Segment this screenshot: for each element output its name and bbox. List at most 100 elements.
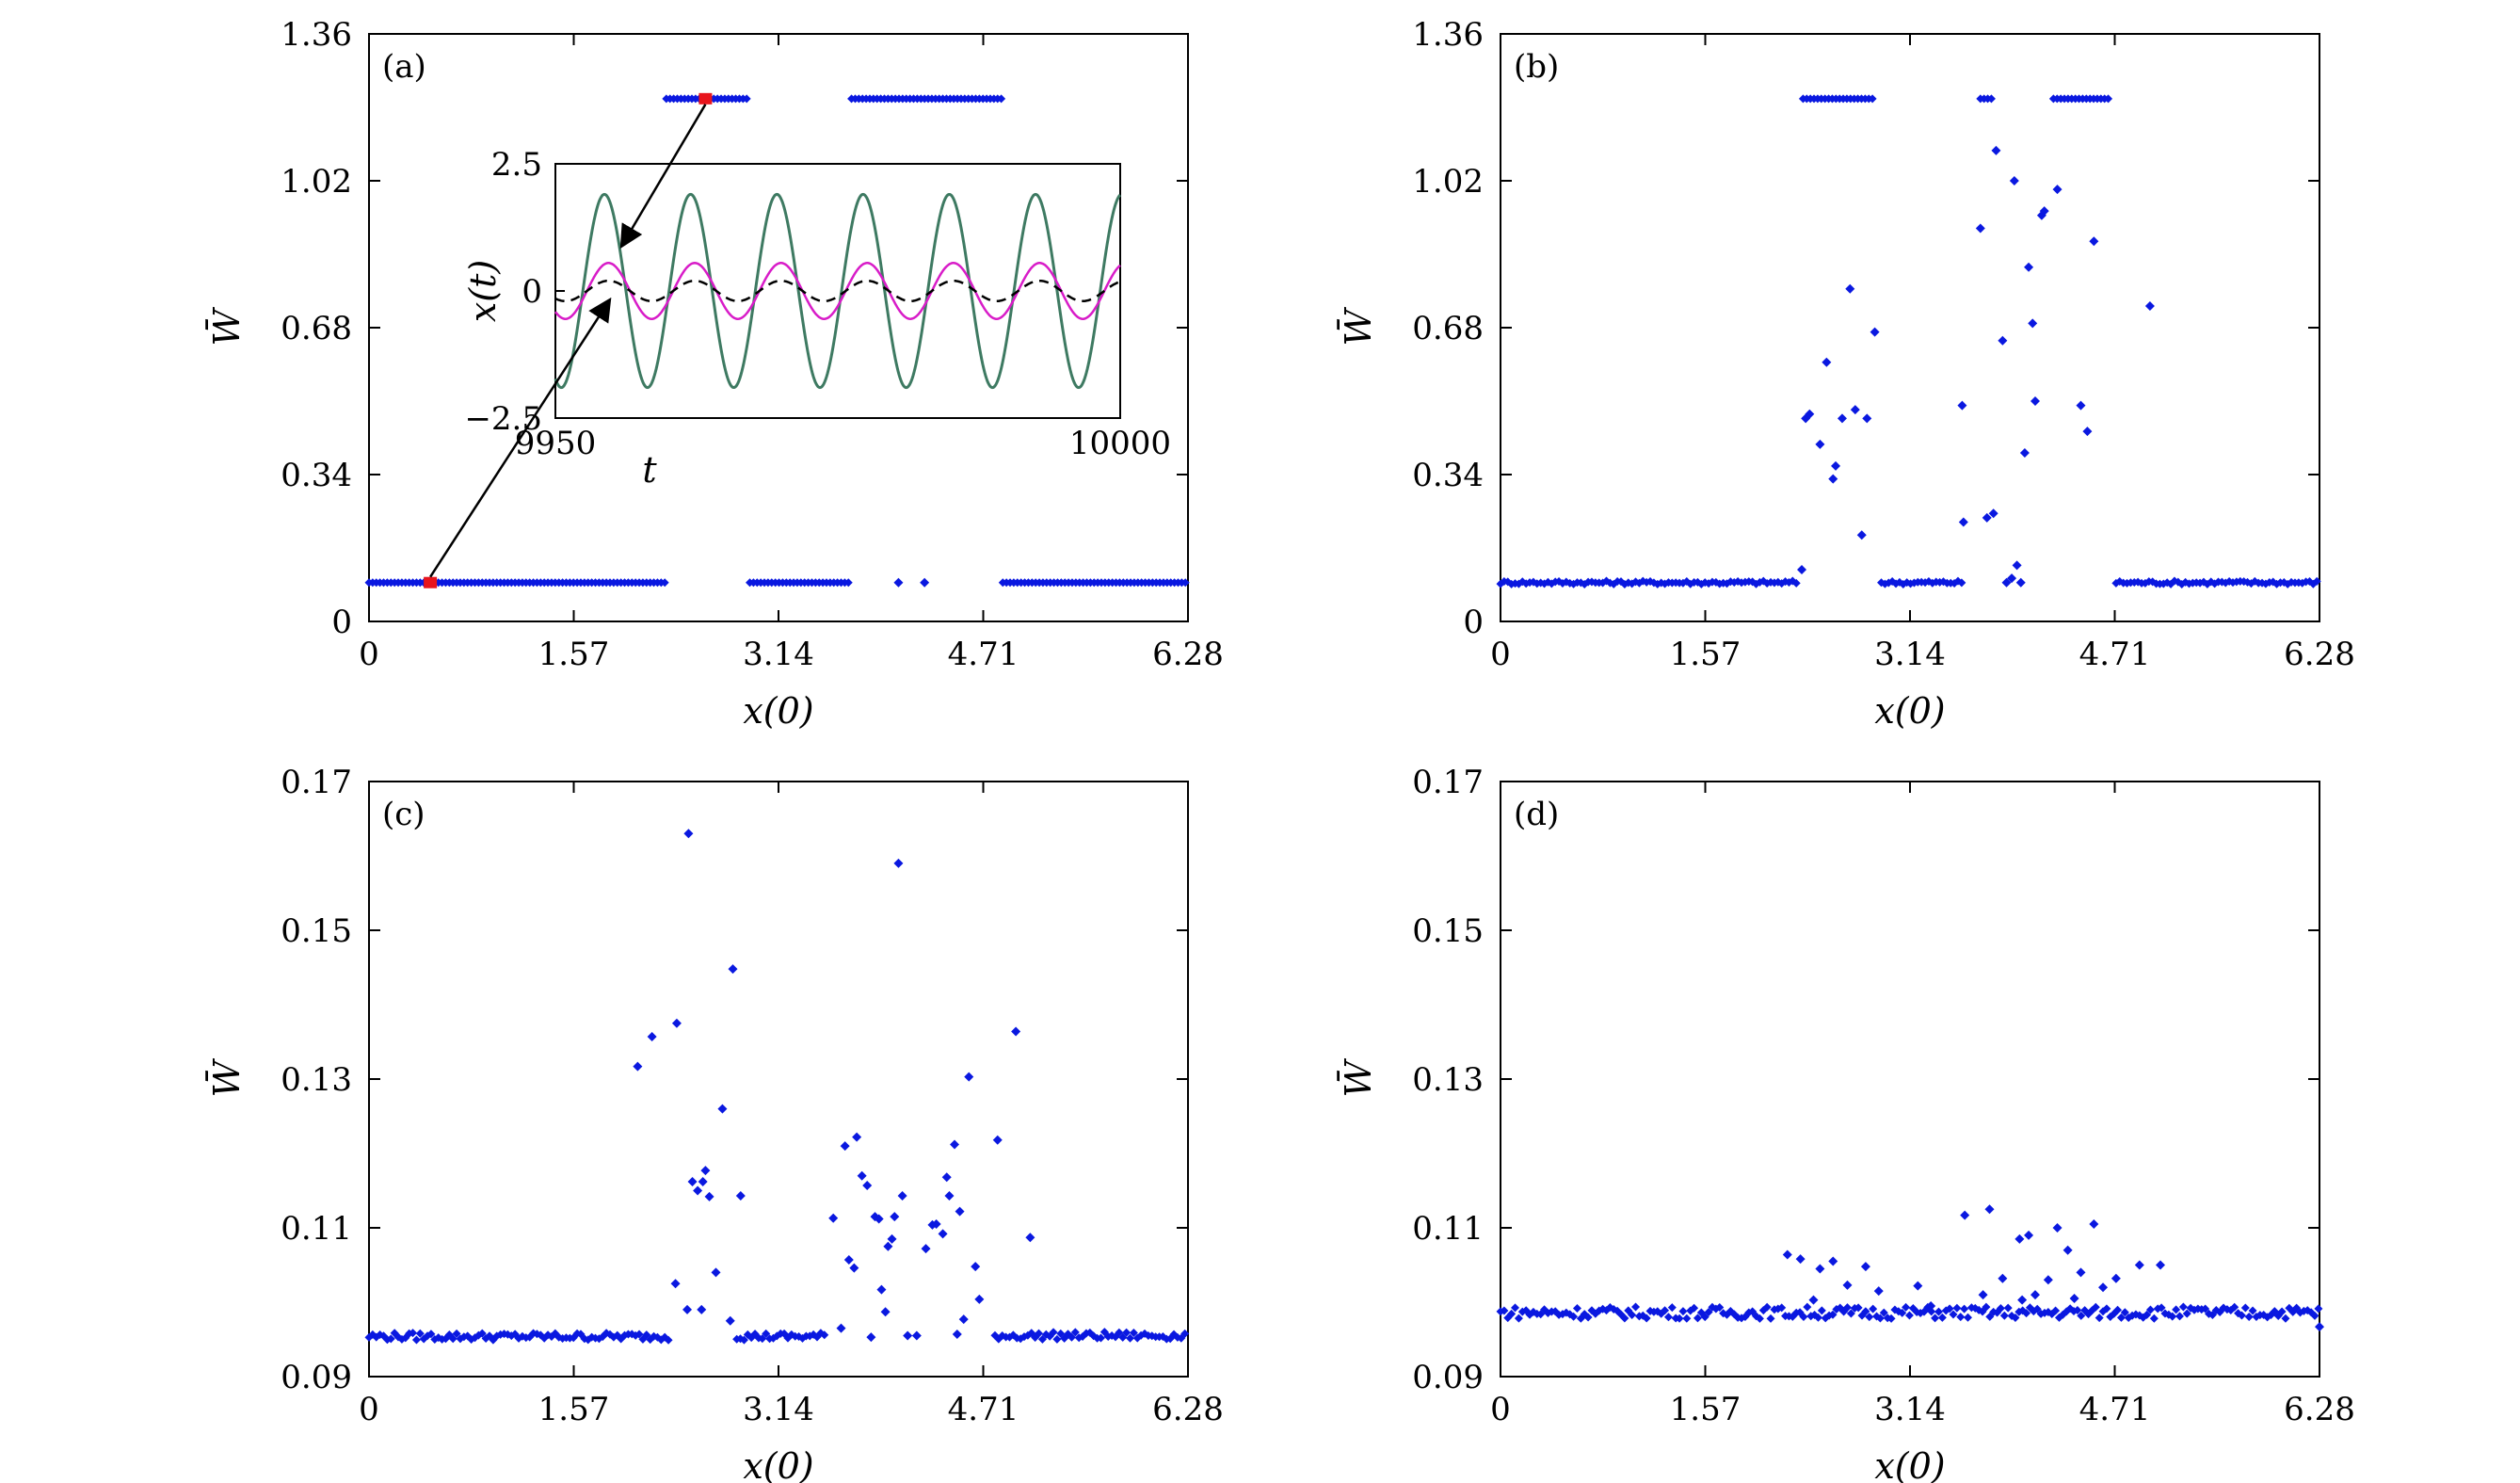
data-point [890,1212,900,1222]
data-point [1115,1328,1124,1337]
x-tick-label: 3.14 [743,1391,814,1428]
data-point [1998,1273,2008,1283]
data-point [426,1330,436,1339]
data-point [2120,1308,2129,1317]
data-point [1011,1026,1021,1037]
x-axis-label: x(0) [743,690,813,732]
data-point [849,1263,859,1273]
data-point [1620,1314,1629,1323]
data-point [1865,1313,1874,1322]
data-point [2082,427,2093,437]
data-point [2240,1303,2250,1313]
data-point [880,1307,891,1317]
data-point [862,1180,873,1190]
data-point [952,1329,962,1339]
data-point [1631,1302,1641,1312]
inset-y-axis-label: x(t) [462,260,504,322]
data-point [1982,512,1992,523]
data-point [1700,1313,1709,1322]
data-point [2178,1302,2188,1312]
data-point [2039,206,2049,217]
y-tick-label: 1.02 [1412,163,1484,201]
data-point [2113,1305,2123,1314]
data-point [820,1330,829,1340]
data-point [711,1267,721,1278]
data-point [1766,1314,1775,1323]
data-point [921,1244,931,1254]
data-point [1854,1303,1863,1313]
highlight-point [698,92,713,105]
plot-frame [368,781,1189,1378]
data-point [1986,94,1996,104]
data-point [2095,1314,2104,1323]
data-point [2052,1223,2063,1233]
data-point [2011,1313,2020,1322]
data-point [2007,573,2017,584]
panel-d: 0 1.57 3.14 4.71 6.28 0.09 0.11 0.13 0.15 0.17 x(0… [1338,764,2355,1483]
data-point [1902,1302,1911,1312]
data-point [762,1329,771,1338]
data-point [997,94,1006,104]
data-point [1815,1264,1825,1274]
data-point [974,1294,985,1304]
data-point [2028,318,2038,329]
data-point [1805,409,1815,419]
data-point [1642,1314,1651,1323]
data-point [971,1262,981,1272]
y-axis-label: W̄ [1338,1058,1379,1098]
y-tick-label: 0.68 [281,310,352,347]
data-point [1862,413,1872,424]
data-point [2073,1306,2082,1315]
data-point [938,1229,948,1239]
data-point [1797,564,1807,574]
data-point [893,577,904,588]
data-point [958,1314,969,1325]
x-tick-label: 0 [1490,636,1511,673]
data-point [1831,460,1841,471]
data-point [2091,1302,2100,1312]
x-tick-label: 1.57 [1670,636,1742,673]
data-point [2116,1313,2126,1322]
data-point [840,1141,850,1152]
data-point [704,1191,714,1201]
x-tick-label: 4.71 [2079,636,2151,673]
x-tick-label: 3.14 [743,636,814,673]
panel-a: 0 1.57 3.14 4.71 6.28 0 0.34 0.68 1.02 1.36 x(0) W̄… [206,16,1224,732]
data-point [1949,1310,1958,1319]
x-tick-label: 4.71 [948,1391,1019,1428]
data-point [1957,578,1966,588]
data-point [2019,448,2030,459]
y-tick-label: 1.36 [1412,16,1484,54]
data-point [735,1191,746,1201]
data-point [409,1329,418,1338]
data-point [1988,508,1998,519]
y-tick-label: 0 [1463,604,1484,641]
data-point [1122,1328,1132,1337]
data-point [897,1191,907,1201]
data-point [2063,1245,2073,1255]
inset-frame [554,163,1121,419]
data-point [1926,1300,1936,1311]
data-point [2310,1311,2319,1320]
x-tick-label: 1.57 [1670,1391,1742,1428]
data-point [474,1330,483,1340]
data-point [634,1330,644,1339]
data-point [1904,1311,1914,1320]
data-point [1846,1309,1855,1318]
data-point [1715,1303,1725,1313]
y-tick-label: 0.11 [281,1210,352,1248]
data-point [1860,1262,1870,1272]
panel-b: 0 1.57 3.14 4.71 6.28 0 0.34 0.68 1.02 1.36 x(0) W̄… [1338,16,2355,732]
data-point [664,1335,673,1345]
y-tick-label: 0.34 [1412,457,1484,494]
inset-y-tick-label: 2.5 [491,146,542,184]
data-point [1898,1308,1907,1317]
data-point [2168,1312,2177,1321]
data-point [1037,1334,1047,1344]
data-point [1952,1303,1962,1313]
data-point [911,1330,922,1341]
data-point [386,1334,395,1344]
data-point [874,1214,884,1224]
data-point [1803,1302,1812,1312]
x-tick-label: 3.14 [1874,1391,1946,1428]
